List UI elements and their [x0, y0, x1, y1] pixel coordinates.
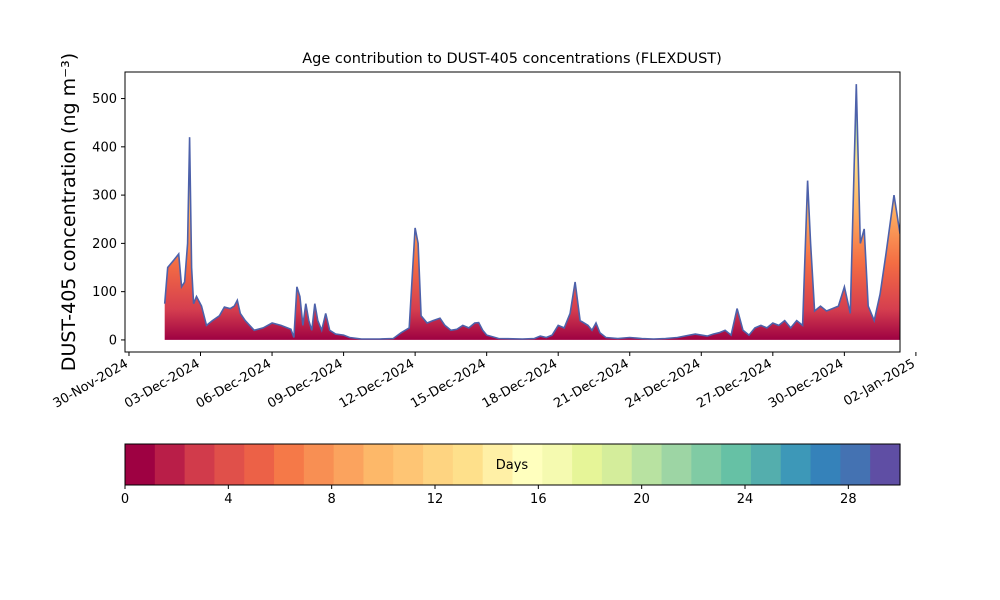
colorbar-segment: [661, 444, 692, 485]
colorbar-segment: [303, 444, 335, 485]
colorbar-segment: [452, 444, 484, 485]
colorbar-tick-label: 4: [224, 492, 232, 507]
x-tick-label: 21-Dec-2024: [551, 356, 631, 411]
x-tick-label: 27-Dec-2024: [694, 356, 774, 411]
colorbar-tick-label: 24: [737, 492, 754, 507]
y-tick-label: 300: [92, 189, 117, 204]
colorbar-segment: [810, 444, 841, 485]
colorbar-tick-label: 20: [633, 492, 650, 507]
colorbar-segment: [125, 444, 156, 485]
x-tick-label: 06-Dec-2024: [194, 356, 274, 411]
y-tick-label: 100: [92, 285, 117, 300]
chart-title: Age contribution to DUST-405 concentrati…: [302, 51, 722, 67]
total-concentration-line: [163, 84, 900, 340]
colorbar-segment: [542, 444, 573, 485]
colorbar-segment: [393, 444, 424, 485]
x-tick-label: 09-Dec-2024: [265, 356, 345, 411]
x-tick-label: 18-Dec-2024: [480, 356, 560, 411]
colorbar-segment: [214, 444, 245, 485]
colorbar-tick-label: 0: [121, 492, 129, 507]
x-tick-label: 30-Dec-2024: [766, 356, 846, 411]
colorbar-segment: [154, 444, 186, 485]
x-tick-label: 24-Dec-2024: [623, 356, 703, 411]
colorbar-segment: [572, 444, 603, 485]
colorbar-segment: [840, 444, 871, 485]
colorbar-segment: [721, 444, 752, 485]
y-axis: 0 100 200 300 400 500: [92, 92, 125, 348]
colorbar-segment: [184, 444, 216, 485]
colorbar-tick-label: 28: [840, 492, 857, 507]
colorbar-segment: [512, 444, 543, 485]
colorbar-segment: [333, 444, 365, 485]
y-tick-label: 400: [92, 140, 117, 155]
y-tick-label: 200: [92, 237, 117, 252]
y-axis-label: DUST-405 concentration (ng m⁻³): [58, 53, 80, 371]
colorbar-segment: [274, 444, 305, 485]
x-tick-label: 15-Dec-2024: [408, 356, 488, 411]
colorbar-segment: [423, 444, 454, 485]
y-tick-label: 0: [109, 333, 117, 348]
colorbar-segment: [870, 444, 901, 485]
x-tick-label: 03-Dec-2024: [122, 356, 202, 411]
colorbar-segment: [631, 444, 663, 485]
colorbar-segment: [363, 444, 394, 485]
colorbar-tick-label: 16: [530, 492, 547, 507]
colorbar-segment: [780, 444, 812, 485]
colorbar-segment: [244, 444, 275, 485]
colorbar-segment: [750, 444, 782, 485]
y-tick-label: 500: [92, 92, 117, 107]
colorbar-tick-label: 12: [427, 492, 444, 507]
x-tick-label: 02-Jan-2025: [841, 356, 918, 409]
colorbar-tick-label: 8: [328, 492, 336, 507]
colorbar-segment: [601, 444, 633, 485]
colorbar-segment: [482, 444, 514, 485]
age-contribution-area: [164, 84, 900, 340]
colorbar-segment: [691, 444, 722, 485]
plot-area: [163, 84, 900, 340]
colorbar-frame: [124, 443, 901, 486]
colorbar-label: Days: [496, 458, 529, 473]
plot-frame: [124, 71, 901, 353]
x-tick-label: 12-Dec-2024: [337, 356, 417, 411]
colorbar: [125, 444, 901, 485]
colorbar-axis: 0 4 8 12 16 20 24 28: [121, 485, 857, 507]
x-axis: 30-Nov-202403-Dec-202406-Dec-202409-Dec-…: [51, 352, 918, 412]
